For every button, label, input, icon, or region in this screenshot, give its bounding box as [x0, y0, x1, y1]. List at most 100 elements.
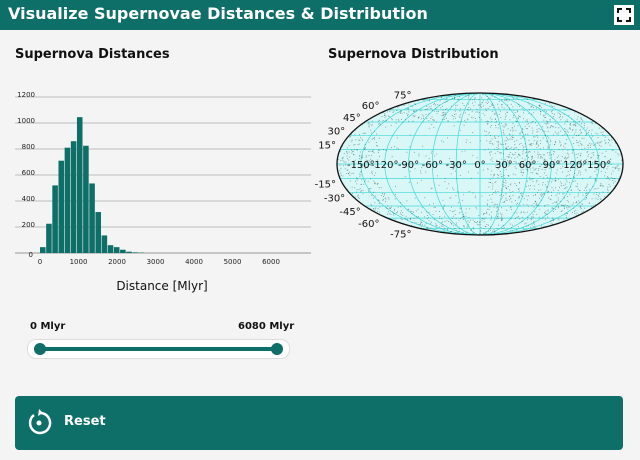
supernova-point — [358, 143, 360, 145]
supernova-point — [487, 204, 488, 206]
supernova-point — [358, 189, 360, 191]
supernova-point — [568, 115, 570, 116]
supernova-point — [566, 186, 568, 188]
supernova-point — [566, 152, 568, 154]
slider-max-thumb[interactable] — [271, 343, 283, 355]
distance-range-slider[interactable] — [27, 339, 290, 359]
supernova-point — [537, 151, 539, 153]
supernova-point — [574, 121, 576, 123]
supernova-point — [567, 149, 569, 151]
supernova-point — [587, 183, 589, 185]
supernova-point — [544, 218, 546, 220]
supernova-point — [497, 191, 499, 192]
supernova-point — [608, 139, 610, 141]
supernova-point — [418, 223, 420, 225]
supernova-point — [507, 165, 509, 167]
supernova-point — [537, 161, 539, 163]
supernova-point — [501, 158, 503, 160]
supernova-point — [611, 173, 612, 175]
supernova-point — [591, 133, 592, 135]
supernova-point — [435, 224, 437, 226]
supernova-point — [564, 143, 566, 145]
supernova-point — [579, 190, 581, 192]
supernova-point — [378, 202, 380, 204]
supernova-point — [551, 195, 552, 196]
supernova-point — [499, 110, 501, 112]
supernova-point — [553, 189, 555, 191]
supernova-point — [420, 211, 422, 213]
supernova-point — [511, 224, 513, 226]
supernova-point — [446, 98, 448, 99]
supernova-point — [540, 157, 542, 159]
supernova-point — [535, 143, 537, 145]
supernova-point — [548, 191, 549, 193]
longitude-label: 60° — [519, 160, 537, 171]
supernova-point — [546, 186, 548, 187]
supernova-point — [374, 137, 375, 139]
supernova-point — [526, 151, 528, 153]
supernova-point — [475, 195, 477, 197]
supernova-point — [466, 227, 468, 229]
supernova-point — [528, 103, 530, 105]
supernova-point — [372, 173, 373, 175]
slider-min-thumb[interactable] — [34, 343, 46, 355]
supernova-point — [482, 94, 484, 96]
supernova-point — [541, 192, 542, 194]
supernova-point — [538, 183, 540, 185]
supernova-point — [511, 127, 513, 129]
fullscreen-button[interactable] — [614, 5, 634, 25]
supernova-point — [578, 170, 580, 172]
longitude-label: 120° — [563, 160, 587, 171]
supernova-point — [352, 192, 354, 194]
supernova-point — [556, 203, 558, 205]
supernova-point — [536, 128, 538, 130]
supernova-point — [562, 166, 564, 168]
supernova-point — [509, 223, 511, 225]
supernova-point — [365, 179, 367, 181]
supernova-point — [395, 119, 397, 121]
supernova-point — [595, 142, 597, 144]
supernova-point — [378, 123, 380, 125]
reset-button[interactable]: Reset — [15, 396, 623, 450]
supernova-point — [371, 205, 372, 207]
supernova-point — [484, 130, 486, 132]
supernova-point — [454, 97, 455, 99]
supernova-point — [533, 136, 535, 138]
slider-track[interactable] — [40, 347, 277, 351]
supernova-point — [486, 211, 487, 213]
supernova-point — [518, 153, 520, 155]
supernova-point — [342, 165, 344, 167]
supernova-point — [505, 100, 507, 102]
supernova-point — [355, 159, 356, 161]
supernova-point — [600, 145, 602, 147]
supernova-point — [454, 110, 456, 112]
supernova-point — [507, 100, 509, 102]
supernova-point — [512, 129, 514, 131]
supernova-point — [538, 128, 540, 130]
supernova-point — [577, 116, 579, 118]
supernova-point — [561, 205, 563, 207]
supernova-point — [519, 165, 521, 167]
supernova-point — [342, 160, 344, 162]
supernova-point — [365, 156, 367, 158]
supernova-point — [531, 159, 533, 161]
supernova-point — [523, 110, 525, 112]
supernova-point — [519, 116, 521, 118]
supernova-point — [410, 105, 412, 107]
supernova-point — [547, 152, 548, 154]
supernova-point — [518, 187, 520, 189]
supernova-point — [354, 144, 356, 145]
supernova-point — [455, 113, 457, 115]
supernova-point — [518, 163, 519, 164]
supernova-point — [609, 144, 611, 146]
supernova-point — [359, 154, 361, 156]
supernova-point — [439, 226, 441, 228]
supernova-point — [430, 117, 432, 119]
supernova-point — [581, 148, 583, 150]
latitude-label: -15° — [315, 180, 336, 191]
supernova-point — [567, 134, 569, 136]
supernova-point — [501, 175, 503, 177]
supernova-point — [595, 123, 597, 124]
supernova-point — [564, 128, 566, 129]
supernova-point — [384, 120, 386, 122]
